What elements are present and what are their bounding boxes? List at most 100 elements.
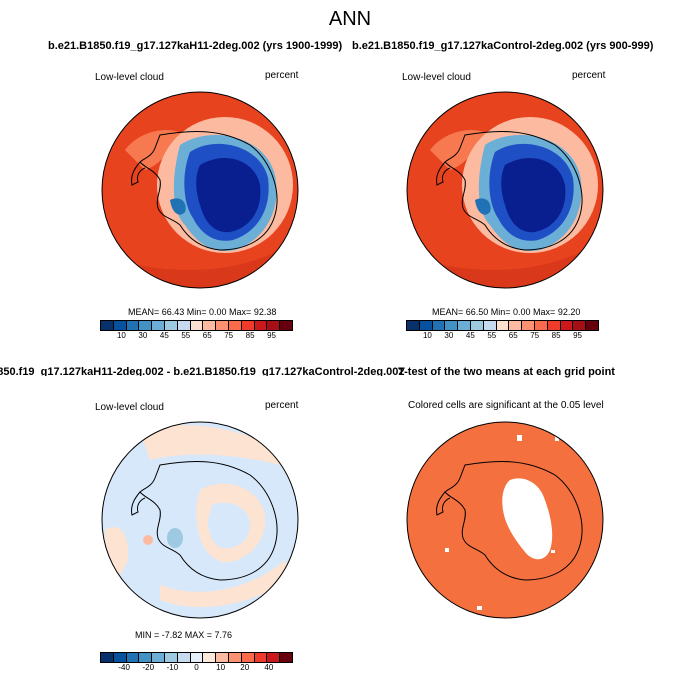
colorbar-bin <box>228 653 242 662</box>
panel-2-deep-blue-core <box>501 157 566 233</box>
panel-1-mid-cloud-patch <box>125 130 185 170</box>
panel-4-insignificant-cell <box>517 435 522 441</box>
panel-3-title-clip: b.e21.B1850.f19_g17.127kaH11-2deg.002 - … <box>0 360 410 376</box>
panel-1-west-antarctic-patch <box>170 198 186 215</box>
panel-3-antarctica-coastline <box>139 460 278 581</box>
colorbar-bin <box>509 321 523 330</box>
colorbar-tick-label: 55 <box>487 331 497 340</box>
colorbar-bin <box>113 653 127 662</box>
colorbar-bin <box>280 653 292 662</box>
colorbar-tick-label: 0 <box>194 663 199 672</box>
colorbar-bin <box>152 653 165 662</box>
panel-3-peninsula-coastline <box>131 491 146 516</box>
panel-2-colorbar-bins <box>406 320 599 331</box>
colorbar-bin <box>164 321 178 330</box>
colorbar-bin <box>126 653 140 662</box>
colorbar-bin <box>241 653 255 662</box>
panel-3-stats: MIN = -7.82 MAX = 7.76 <box>135 630 233 640</box>
panel-3-variable-label: Low-level cloud <box>95 402 164 413</box>
panel-4-map-border <box>406 421 604 619</box>
colorbar-bin <box>139 653 153 662</box>
colorbar-tick-label: -20 <box>142 663 155 672</box>
colorbar-bin <box>216 321 229 330</box>
panel-3-map-border <box>101 421 299 619</box>
panel-3-positive-patch <box>143 535 153 545</box>
panel-3-colorbar-bins <box>100 652 293 663</box>
panel-1-peninsula-coastline <box>131 161 146 186</box>
colorbar-bin <box>177 321 191 330</box>
panel-3-positive-band-north <box>140 425 280 465</box>
panel-1-units-label: percent <box>265 70 299 81</box>
colorbar-tick-label: 65 <box>202 331 212 340</box>
colorbar-tick-label: 45 <box>159 331 169 340</box>
colorbar-bin <box>203 321 217 330</box>
panel-4-insignificant-cell <box>477 606 482 610</box>
colorbar-bin <box>203 653 217 662</box>
panel-4-title: T-test of the two means at each grid poi… <box>398 366 615 378</box>
colorbar-tick-label: 30 <box>138 331 148 340</box>
colorbar-bin <box>419 321 433 330</box>
colorbar-tick-label: 75 <box>224 331 234 340</box>
colorbar-bin <box>126 321 140 330</box>
colorbar-bin <box>164 653 178 662</box>
panel-1-title: b.e21.B1850.f19_g17.127kaH11-2deg.002 (y… <box>48 40 343 52</box>
panel-2-title: b.e21.B1850.f19_g17.127kaControl-2deg.00… <box>352 40 654 52</box>
panel-3-colorbar: -40 -20 -10 0 10 20 40 <box>100 652 293 673</box>
panel-1-colorbar-bins <box>100 320 293 331</box>
colorbar-tick-label: 85 <box>245 331 255 340</box>
panel-2-colorbar: 10 30 45 55 65 75 85 95 <box>406 320 599 341</box>
panel-2-map-border <box>406 91 604 289</box>
panel-2-units-label: percent <box>572 70 606 81</box>
colorbar-tick-label: 10 <box>422 331 432 340</box>
panel-4-polar-map <box>406 421 604 619</box>
colorbar-bin <box>586 321 598 330</box>
panel-2-antarctica-coastline <box>444 130 583 251</box>
panel-1-antarctica-coastline <box>139 130 278 251</box>
panel-4-insignificant-region <box>502 478 553 560</box>
colorbar-bin <box>432 321 446 330</box>
panel-4-antarctica-coastline <box>444 460 583 581</box>
colorbar-bin <box>573 321 587 330</box>
panel-3-units-label: percent <box>265 400 299 411</box>
panel-3-title: b.e21.B1850.f19_g17.127kaH11-2deg.002 - … <box>0 366 405 376</box>
panel-1-colorbar-ticks: 10 30 45 55 65 75 85 95 <box>100 331 293 341</box>
colorbar-tick-label: -10 <box>166 663 179 672</box>
colorbar-bin <box>522 321 535 330</box>
colorbar-bin <box>190 653 204 662</box>
panel-4-significant-cells <box>407 422 603 618</box>
panel-1-deep-blue-core <box>196 157 261 233</box>
colorbar-tick-label: 65 <box>508 331 518 340</box>
panel-3-polar-map <box>101 421 299 619</box>
colorbar-bin <box>177 653 191 662</box>
panel-1-polar-map <box>101 91 299 289</box>
colorbar-bin <box>152 321 165 330</box>
panel-2-colorbar-ticks: 10 30 45 55 65 75 85 95 <box>406 331 599 341</box>
colorbar-tick-label: 40 <box>264 663 274 672</box>
colorbar-tick-label: 75 <box>530 331 540 340</box>
panel-2-polar-map <box>406 91 604 289</box>
figure-title: ANN <box>328 8 372 30</box>
panel-2-variable-label: Low-level cloud <box>402 72 471 83</box>
colorbar-bin <box>228 321 242 330</box>
colorbar-bin <box>483 321 497 330</box>
colorbar-bin <box>445 321 459 330</box>
panel-4-significance-label: Colored cells are significant at the 0.0… <box>408 400 604 411</box>
panel-1-variable-label: Low-level cloud <box>95 72 164 83</box>
panel-3-negative-interior <box>208 502 250 549</box>
colorbar-bin <box>458 321 471 330</box>
panel-4-insignificant-cell <box>551 550 555 553</box>
colorbar-bin <box>254 653 268 662</box>
colorbar-bin <box>139 321 153 330</box>
colorbar-tick-label: 45 <box>465 331 475 340</box>
colorbar-bin <box>534 321 548 330</box>
colorbar-tick-label: 55 <box>181 331 191 340</box>
colorbar-bin <box>216 653 229 662</box>
panel-2-mid-cloud-patch <box>430 130 490 170</box>
colorbar-tick-label: 30 <box>444 331 454 340</box>
colorbar-bin <box>101 653 114 662</box>
panel-1-colorbar: 10 30 45 55 65 75 85 95 <box>100 320 293 341</box>
panel-1-stats: MEAN= 66.43 Min= 0.00 Max= 92.38 <box>128 307 277 317</box>
colorbar-bin <box>280 321 292 330</box>
panel-4-insignificant-cell <box>445 548 449 552</box>
colorbar-tick-label: 10 <box>116 331 126 340</box>
